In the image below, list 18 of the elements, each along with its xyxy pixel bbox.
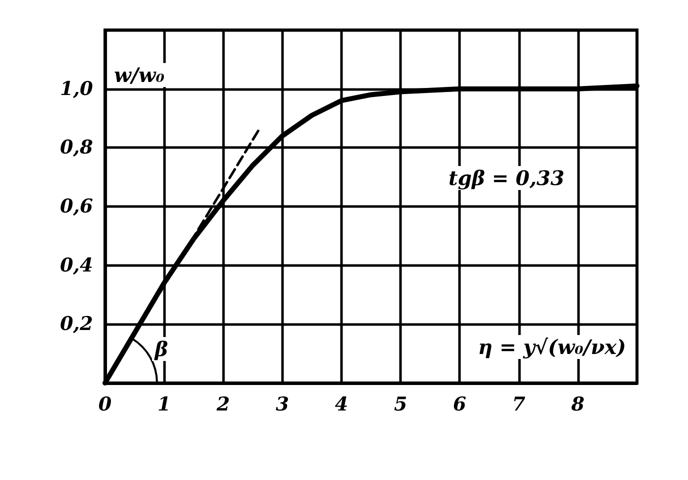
y-axis-title: w/w₀ [111, 63, 168, 87]
y-tick-label: 0,4 [60, 254, 93, 276]
x-tick-label: 2 [216, 394, 230, 416]
x-tick-label: 0 [98, 394, 112, 416]
x-tick-label: 1 [157, 394, 171, 416]
annotation: tgβ = 0,33 [445, 166, 568, 190]
x-tick-label: 6 [453, 394, 466, 416]
x-tick-label: 5 [394, 394, 408, 416]
annotation: β [152, 337, 172, 361]
x-tick-label: 4 [334, 394, 348, 416]
y-tick-label: 1,0 [60, 78, 93, 100]
x-tick-label: 7 [512, 394, 526, 416]
x-axis-title: η = y√(w₀/νx) [475, 335, 629, 359]
y-tick-label: 0,8 [60, 136, 93, 159]
y-tick-label: 0,6 [60, 196, 93, 218]
x-tick-label: 3 [276, 394, 289, 416]
y-tick-label: 0,2 [60, 313, 93, 336]
x-tick-label: 8 [571, 394, 585, 416]
